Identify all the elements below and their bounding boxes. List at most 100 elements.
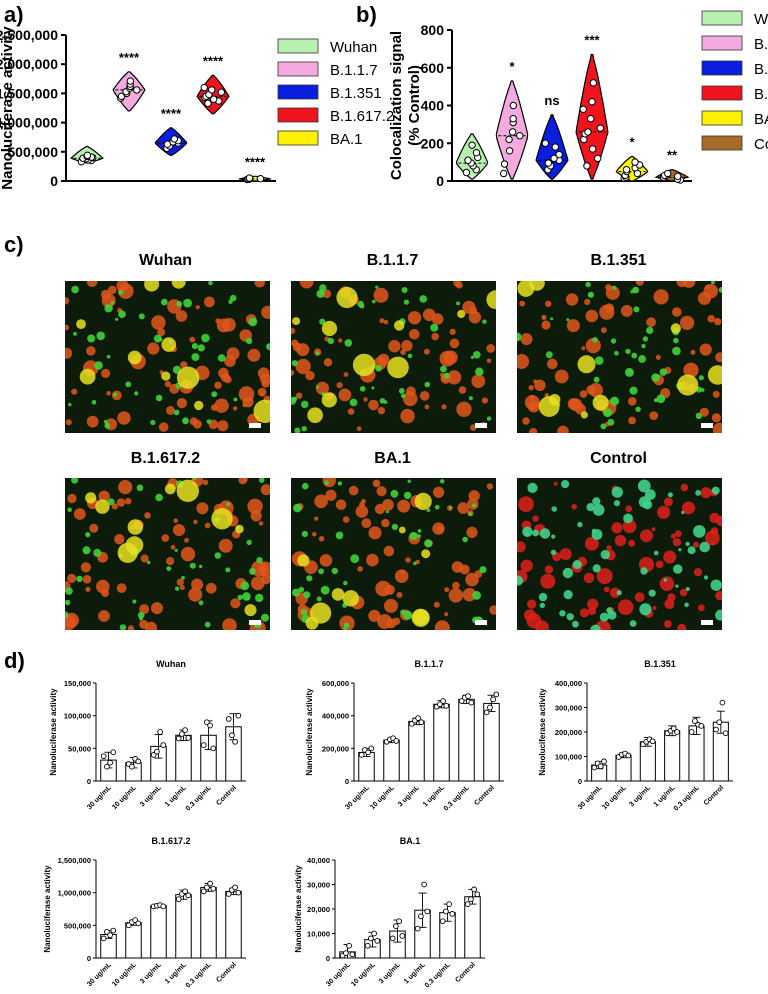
red-signal-blob	[82, 575, 92, 584]
y-tick-label: 0	[50, 173, 58, 189]
green-signal-dot	[419, 295, 427, 303]
green-signal-dot	[324, 480, 329, 485]
red-signal-blob	[587, 598, 599, 610]
data-point-b-1-1-7	[508, 128, 517, 136]
legend-label-b-1-617-2: B.1.617.2	[330, 108, 394, 125]
red-signal-blob	[173, 518, 178, 523]
y-tick-label: 500,000	[7, 144, 58, 160]
red-signal-blob	[381, 518, 390, 528]
y-tick-label: 1,000,000	[58, 889, 91, 898]
chart-title: B.1.1.7	[414, 659, 443, 669]
yellow-colocalization-blob	[677, 374, 699, 396]
red-signal-blob	[139, 619, 149, 629]
yellow-colocalization-blob	[235, 524, 244, 534]
yellow-colocalization-blob	[352, 353, 376, 377]
red-signal-blob	[98, 610, 110, 622]
data-point-1-ug-ml	[175, 896, 182, 903]
red-signal-blob	[431, 332, 439, 341]
green-signal-dot	[563, 590, 573, 600]
violin-wuhan	[455, 133, 489, 180]
red-signal-blob	[620, 305, 633, 317]
green-signal-dot	[107, 498, 115, 506]
green-signal-dot	[663, 578, 668, 582]
data-point-control	[722, 730, 729, 737]
red-signal-blob	[71, 388, 78, 395]
red-signal-blob	[318, 536, 325, 542]
green-signal-dot	[403, 610, 413, 620]
red-signal-blob	[151, 315, 166, 330]
micrograph-ba1	[291, 478, 496, 630]
red-signal-blob	[711, 413, 721, 423]
data-point-10-ug-ml	[125, 922, 132, 929]
green-signal-dot	[182, 417, 189, 425]
x-tick-label: 1 ug/mL	[422, 784, 446, 808]
red-signal-blob	[247, 348, 261, 362]
red-signal-blob	[296, 343, 310, 357]
red-signal-blob	[325, 489, 337, 501]
red-signal-blob	[157, 328, 166, 337]
x-tick-label: 30 ug/mL	[325, 961, 352, 988]
green-signal-dot	[711, 486, 720, 495]
legend-swatch-ba-1	[277, 130, 319, 146]
green-signal-dot	[590, 624, 601, 630]
red-signal-blob	[65, 612, 79, 628]
red-signal-blob	[377, 406, 386, 415]
red-signal-blob	[520, 559, 533, 572]
x-tick-label: 3 ug/mL	[139, 784, 163, 808]
green-signal-dot	[592, 337, 598, 343]
data-point-b-1-1-7	[509, 115, 517, 123]
green-signal-dot	[315, 351, 320, 356]
red-signal-blob	[604, 586, 610, 593]
red-signal-blob	[528, 385, 534, 391]
data-point-ba-1	[622, 165, 631, 174]
green-signal-dot	[300, 609, 308, 616]
green-signal-dot	[266, 343, 270, 351]
red-signal-blob	[111, 503, 118, 510]
data-point-0-3-ug-ml	[200, 888, 207, 895]
green-signal-dot	[217, 354, 226, 362]
significance-label-b-1-351: ****	[161, 106, 182, 121]
red-signal-blob	[557, 425, 569, 433]
green-signal-dot	[443, 372, 450, 379]
y-axis-label: Colocalization signal(% Control)	[388, 31, 423, 180]
data-point-b-1-1-7	[500, 160, 509, 168]
chart-title: B.1.351	[644, 659, 676, 669]
y-tick-label: 2,500,000	[0, 27, 58, 43]
yellow-colocalization-blob	[307, 407, 323, 423]
red-signal-blob	[116, 583, 127, 593]
y-axis-label-line: (% Control)	[406, 65, 423, 146]
green-signal-dot	[320, 585, 330, 595]
green-signal-dot	[158, 338, 163, 342]
legend-label-ba-1: BA.1	[330, 131, 363, 148]
green-signal-dot	[291, 397, 297, 405]
x-tick-label: 1 ug/mL	[653, 784, 677, 808]
green-signal-dot	[198, 600, 204, 606]
green-signal-dot	[237, 594, 243, 600]
green-signal-dot	[612, 285, 617, 290]
green-signal-dot	[344, 339, 353, 347]
green-signal-dot	[685, 541, 690, 547]
micro-title-b1351: B.1.351	[590, 252, 647, 269]
red-signal-blob	[609, 587, 621, 598]
red-signal-blob	[305, 370, 315, 381]
green-signal-dot	[651, 373, 660, 382]
green-signal-dot	[551, 534, 556, 539]
red-signal-blob	[444, 587, 450, 593]
yellow-colocalization-blob	[321, 392, 337, 408]
red-signal-blob	[585, 309, 599, 323]
green-signal-dot	[138, 313, 145, 320]
legend-swatch-wuhan	[277, 38, 319, 54]
significance-label-b-1-351: ns	[544, 93, 559, 108]
red-signal-blob	[565, 293, 579, 306]
x-tick-label: 30 ug/mL	[344, 784, 371, 811]
red-signal-blob	[588, 383, 603, 398]
green-signal-dot	[375, 285, 379, 289]
red-signal-blob	[382, 499, 394, 511]
micrograph-wuhan	[65, 281, 270, 433]
data-point-wuhan	[464, 156, 472, 164]
green-signal-dot	[343, 580, 348, 586]
data-point-wuhan	[462, 168, 471, 177]
green-signal-dot	[585, 281, 591, 288]
green-signal-dot	[403, 491, 412, 500]
data-point-0-3-ug-ml	[465, 693, 471, 699]
